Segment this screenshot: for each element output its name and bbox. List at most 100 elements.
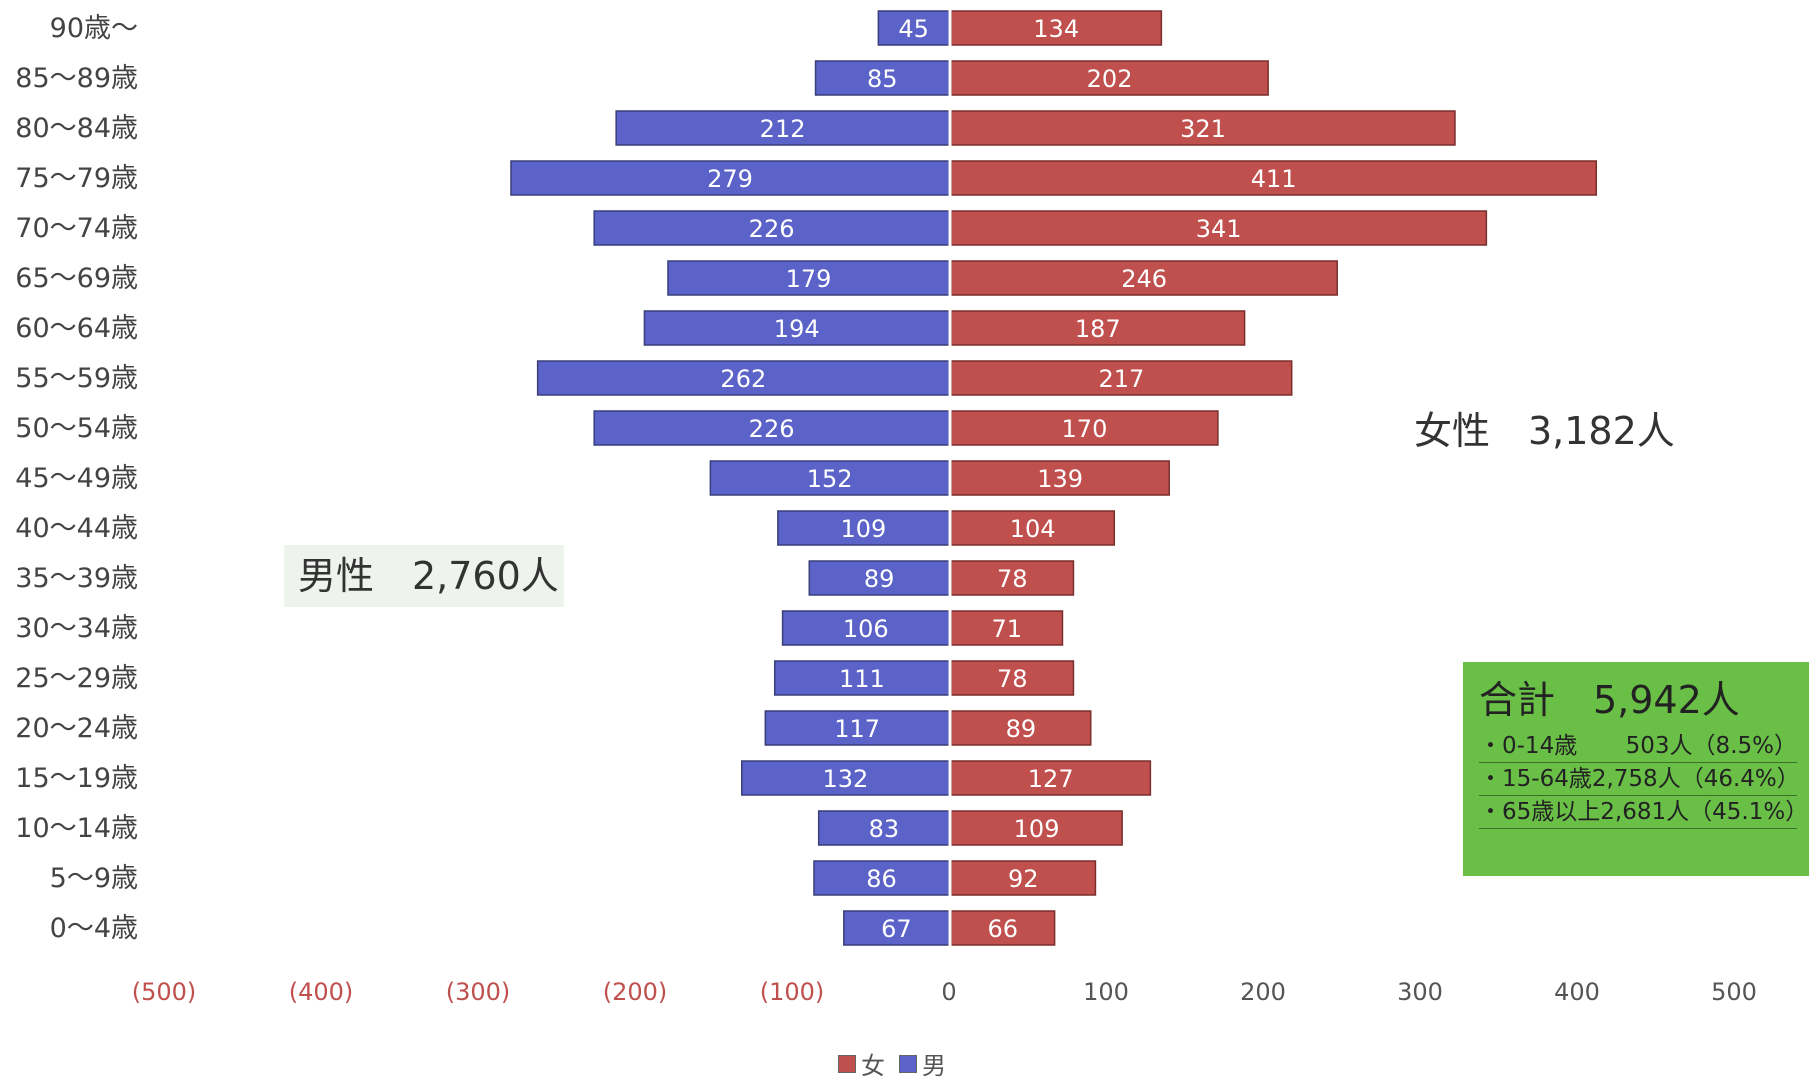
breakdown-row: ・65歳以上 2,681人（45.1%） <box>1479 796 1808 829</box>
male-bar-label: 226 <box>749 215 795 243</box>
female-bar-label: 134 <box>1033 15 1079 43</box>
category-label: 25〜29歳 <box>15 663 138 694</box>
legend-item-male: 男 <box>899 1046 946 1081</box>
x-tick-label: 300 <box>1397 978 1443 1006</box>
female-bar <box>950 460 1170 496</box>
legend-swatch-male <box>899 1054 917 1073</box>
x-tick-label: (100) <box>760 978 825 1006</box>
female-bar-label: 78 <box>997 565 1028 593</box>
female-bar-label: 202 <box>1087 65 1133 93</box>
female-bar-label: 341 <box>1196 215 1242 243</box>
category-label: 30〜34歳 <box>15 613 138 644</box>
category-labels: 90歳〜 85〜89歳 80〜84歳 75〜79歳 70〜74歳 65〜69歳 60〜64歳… <box>15 13 138 944</box>
x-tick-label: (300) <box>446 978 511 1006</box>
female-bar-label: 89 <box>1006 715 1037 743</box>
breakdown-value: 2,681人（45.1%） <box>1600 799 1809 825</box>
category-label: 85〜89歳 <box>15 63 138 94</box>
female-bar-label: 92 <box>1008 865 1039 893</box>
category-label: 0〜4歳 <box>50 913 138 944</box>
male-bar-label: 106 <box>843 615 889 643</box>
female-bar <box>950 610 1064 646</box>
female-bar-label: 78 <box>997 665 1028 693</box>
male-bar <box>813 860 950 896</box>
male-bar <box>777 510 950 546</box>
x-tick-label: 100 <box>1083 978 1129 1006</box>
female-bar <box>950 860 1097 896</box>
male-bar <box>814 60 950 96</box>
female-bar <box>950 660 1075 696</box>
category-label: 60〜64歳 <box>15 313 138 344</box>
x-tick-label: (200) <box>603 978 668 1006</box>
female-bar-label: 71 <box>991 615 1022 643</box>
category-label: 15〜19歳 <box>15 763 138 794</box>
breakdown-value: 503人（8.5%） <box>1625 733 1797 759</box>
x-tick-label: 500 <box>1711 978 1757 1006</box>
male-bar-label: 109 <box>841 515 887 543</box>
female-bar <box>950 760 1152 796</box>
male-bar-label: 86 <box>866 865 897 893</box>
female-bar <box>950 210 1488 246</box>
female-bar-label: 187 <box>1075 315 1121 343</box>
legend-label-female: 女 <box>861 1052 885 1080</box>
male-bar-label: 117 <box>834 715 880 743</box>
female-bar-label: 217 <box>1098 365 1144 393</box>
male-bar <box>781 610 950 646</box>
male-bar-label: 194 <box>774 315 820 343</box>
male-bar <box>510 160 950 196</box>
male-bar-label: 179 <box>786 265 832 293</box>
male-bar-label: 45 <box>898 15 929 43</box>
x-tick-label: (400) <box>289 978 354 1006</box>
breakdown-row: ・0-14歳 503人（8.5%） <box>1479 730 1797 763</box>
category-label: 10〜14歳 <box>15 813 138 844</box>
category-label: 70〜74歳 <box>15 213 138 244</box>
grand-total-box: 合計 5,942人 ・0-14歳 503人（8.5%） ・15-64歳 2,75… <box>1463 662 1809 876</box>
x-tick-label: 0 <box>941 978 956 1006</box>
male-bar-label: 212 <box>760 115 806 143</box>
category-label: 35〜39歳 <box>15 563 138 594</box>
category-label: 20〜24歳 <box>15 713 138 744</box>
legend: 女 男 <box>838 1046 960 1081</box>
female-bar <box>950 810 1123 846</box>
male-bar-label: 111 <box>839 665 885 693</box>
female-bar-label: 109 <box>1014 815 1060 843</box>
grand-total-title: 合計 5,942人 <box>1479 678 1740 722</box>
male-bar-label: 67 <box>881 915 912 943</box>
male-bar-label: 132 <box>822 765 868 793</box>
male-bar <box>764 710 950 746</box>
breakdown-label: ・15-64歳 <box>1479 766 1592 792</box>
female-bar <box>950 310 1246 346</box>
male-bar <box>741 760 950 796</box>
female-bar-label: 246 <box>1121 265 1167 293</box>
male-bar-label: 89 <box>864 565 895 593</box>
male-total-label: 男性 2,760人 <box>284 545 564 607</box>
breakdown-label: ・0-14歳 <box>1479 733 1578 759</box>
female-bar-label: 104 <box>1010 515 1056 543</box>
female-bar-label: 66 <box>988 915 1019 943</box>
female-bar-label: 170 <box>1062 415 1108 443</box>
breakdown-value: 2,758人（46.4%） <box>1591 766 1800 792</box>
female-bar <box>950 260 1338 296</box>
female-bar-label: 127 <box>1028 765 1074 793</box>
category-label: 5〜9歳 <box>50 863 138 894</box>
male-bar <box>593 410 950 446</box>
male-bar <box>709 460 950 496</box>
bars: 45 134 85 202 212 321 279 411 226 341 179 246 194 187… <box>510 10 1598 946</box>
category-label: 45〜49歳 <box>15 463 138 494</box>
male-bar-label: 85 <box>867 65 898 93</box>
category-label: 50〜54歳 <box>15 413 138 444</box>
male-bar-label: 83 <box>869 815 900 843</box>
female-bar <box>950 510 1116 546</box>
legend-swatch-female <box>838 1054 856 1073</box>
x-tick-label: 200 <box>1240 978 1286 1006</box>
female-bar-label: 139 <box>1037 465 1083 493</box>
female-total-label: 女性 3,182人 <box>1414 409 1675 453</box>
male-bar-label: 152 <box>807 465 853 493</box>
breakdown-row: ・15-64歳 2,758人（46.4%） <box>1479 763 1800 796</box>
female-bar <box>950 60 1269 96</box>
category-label: 40〜44歳 <box>15 513 138 544</box>
male-bar <box>877 10 950 46</box>
category-label: 75〜79歳 <box>15 163 138 194</box>
female-bar <box>950 710 1092 746</box>
female-bar-label: 321 <box>1180 115 1226 143</box>
female-bar <box>950 10 1163 46</box>
